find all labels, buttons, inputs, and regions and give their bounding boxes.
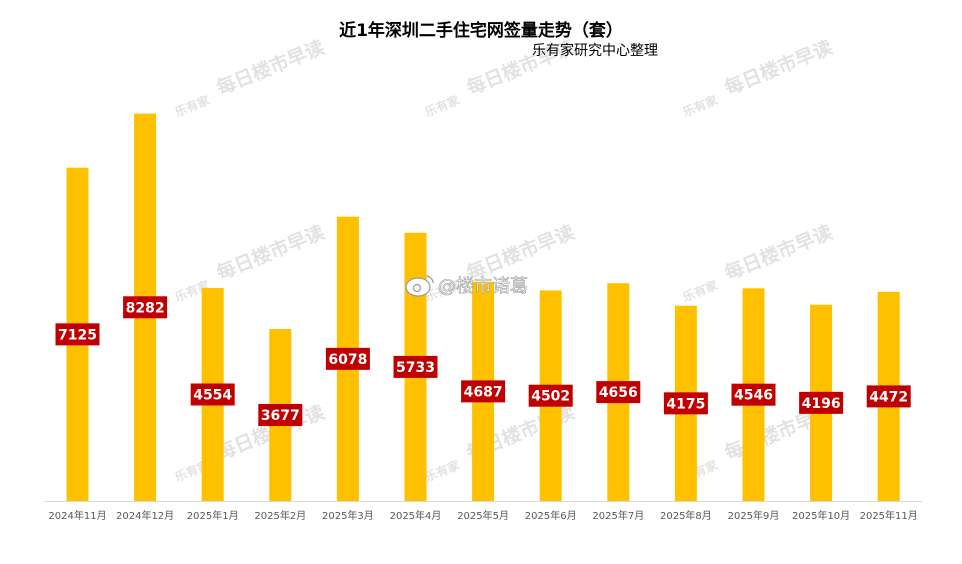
watermark-logo-text: 乐有家: [422, 92, 462, 120]
x-tick-label: 2025年3月: [322, 509, 374, 522]
data-label: 5733: [396, 360, 435, 376]
weibo-credit-text: @楼市诸葛: [438, 276, 528, 297]
data-label: 6078: [328, 352, 367, 368]
data-label-box: [799, 391, 844, 414]
watermark-text: 每日楼市早读: [213, 36, 327, 100]
watermark-logo-text: 乐有家: [422, 457, 462, 485]
x-tick-label: 2025年6月: [525, 509, 577, 522]
data-label-box: [461, 380, 506, 403]
data-label: 4175: [666, 396, 705, 412]
x-tick-label: 2025年11月: [860, 509, 918, 522]
watermark-text: 每日楼市早读: [721, 36, 835, 100]
data-label-box: [393, 355, 438, 378]
x-tick-label: 2025年4月: [390, 509, 442, 522]
data-label: 4687: [464, 384, 503, 400]
data-label-box: [731, 383, 776, 406]
data-label: 7125: [58, 327, 97, 343]
data-label: 8282: [126, 300, 165, 316]
x-tick-label: 2024年11月: [48, 509, 106, 522]
chart-title: 近1年深圳二手住宅网签量走势（套）: [339, 21, 623, 41]
watermark-text: 每日楼市早读: [721, 221, 835, 285]
data-label-box: [325, 347, 370, 370]
x-tick-label: 2025年8月: [660, 509, 712, 522]
weibo-credit-watermark: @楼市诸葛: [405, 275, 528, 297]
data-labels: 7125 8282 4554 3677 6078 5733 4687 4502 4656 4175…: [55, 296, 911, 426]
data-label-box: [663, 392, 708, 415]
data-label: 4472: [869, 389, 908, 405]
weibo-icon-eye: [412, 283, 422, 293]
data-label-box: [866, 385, 911, 408]
data-label-box: [258, 403, 303, 426]
x-axis-tick-labels: 2024年11月 2024年12月 2025年1月 2025年2月 2025年3月 202…: [48, 509, 917, 522]
chart-subtitle: 乐有家研究中心整理: [532, 43, 658, 59]
weibo-icon: [405, 275, 434, 297]
x-tick-label: 2025年10月: [792, 509, 850, 522]
data-label: 4554: [193, 387, 232, 403]
watermark-text: 每日楼市早读: [213, 221, 327, 285]
data-label-box: [528, 384, 573, 407]
x-tick-label: 2024年12月: [116, 509, 174, 522]
data-label: 3677: [261, 408, 300, 424]
x-tick-label: 2025年7月: [592, 509, 644, 522]
data-label: 4196: [802, 396, 841, 412]
x-tick-label: 2025年5月: [457, 509, 509, 522]
weibo-icon-body: [405, 277, 431, 297]
data-label-box: [190, 383, 235, 406]
data-label-box: [123, 296, 168, 319]
data-label-box: [596, 381, 641, 404]
data-label: 4546: [734, 388, 773, 404]
x-tick-label: 2025年9月: [728, 509, 780, 522]
watermark-logo-text: 乐有家: [680, 92, 720, 120]
x-tick-label: 2025年2月: [254, 509, 306, 522]
data-label-box: [55, 323, 100, 346]
watermark-logo-text: 乐有家: [680, 277, 720, 305]
weibo-icon-wave: [425, 275, 434, 284]
x-tick-label: 2025年1月: [187, 509, 239, 522]
watermark-logo-text: 乐有家: [172, 92, 212, 120]
data-label: 4656: [599, 385, 638, 401]
data-label: 4502: [531, 389, 570, 405]
